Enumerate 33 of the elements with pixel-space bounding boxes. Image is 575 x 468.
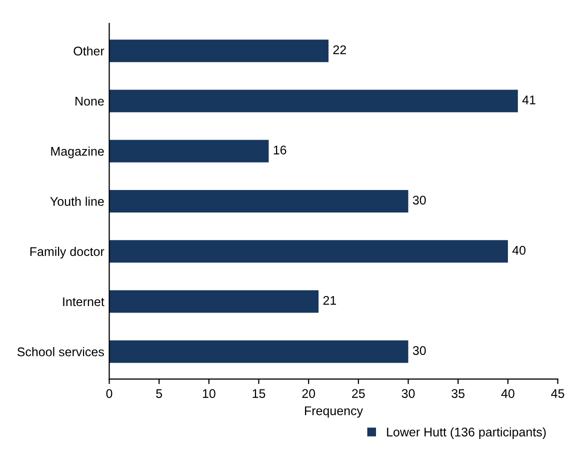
data-label: 41 bbox=[522, 96, 536, 104]
x-tick-label: 0 bbox=[106, 389, 112, 398]
y-tick-label: Family doctor bbox=[30, 246, 104, 258]
y-tick-label: Youth line bbox=[50, 196, 104, 206]
x-tick-label: 10 bbox=[202, 389, 216, 398]
x-tick-label: 35 bbox=[452, 389, 465, 398]
y-tick-label: School services bbox=[17, 347, 104, 356]
x-tick-label: 15 bbox=[252, 389, 266, 398]
y-tick-label: Magazine bbox=[51, 146, 104, 158]
bar bbox=[109, 40, 329, 62]
bar bbox=[109, 240, 508, 263]
y-tick-label: None bbox=[76, 96, 104, 106]
bar bbox=[109, 140, 269, 162]
x-tick-label: 45 bbox=[551, 389, 564, 398]
data-label: 40 bbox=[512, 246, 526, 255]
bar bbox=[109, 290, 319, 313]
y-tick-label: Other bbox=[74, 46, 104, 56]
data-label: 21 bbox=[323, 296, 336, 305]
x-tick-label: 30 bbox=[402, 389, 415, 398]
data-label: 22 bbox=[333, 45, 346, 54]
legend-label: Lower Hutt (136 participants) bbox=[387, 427, 546, 439]
x-tick-label: 40 bbox=[501, 389, 514, 398]
x-axis-title: Frequency bbox=[305, 406, 364, 418]
y-tick-label: Internet bbox=[63, 297, 104, 306]
data-label: 30 bbox=[412, 346, 426, 355]
data-label: 16 bbox=[274, 146, 286, 154]
data-label: 30 bbox=[412, 196, 426, 205]
x-tick-label: 20 bbox=[302, 389, 316, 398]
x-tick-label: 5 bbox=[156, 389, 162, 398]
bar bbox=[109, 340, 408, 363]
bar bbox=[109, 190, 408, 213]
x-tick-label: 25 bbox=[352, 389, 365, 398]
bar bbox=[109, 90, 518, 112]
